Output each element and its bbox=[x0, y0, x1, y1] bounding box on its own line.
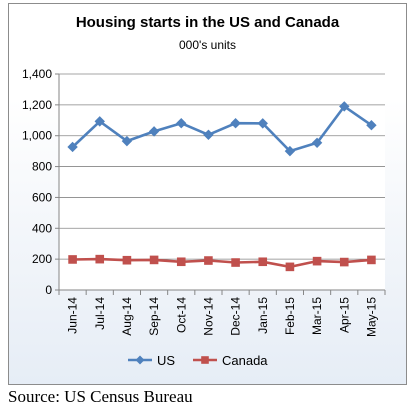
y-tick-label: 1,400 bbox=[22, 67, 52, 81]
x-tick-label: Dec-14 bbox=[229, 297, 243, 336]
legend-label-us: US bbox=[157, 353, 175, 368]
data-point-canada bbox=[340, 258, 348, 266]
y-tick-label: 600 bbox=[32, 190, 52, 204]
x-tick-label: Aug-14 bbox=[120, 297, 134, 336]
x-tick-label: Apr-15 bbox=[337, 297, 351, 333]
legend-marker-canada bbox=[201, 356, 209, 364]
y-tick-label: 0 bbox=[45, 283, 52, 297]
x-tick-label: Sep-14 bbox=[147, 297, 161, 336]
data-point-canada bbox=[69, 256, 77, 264]
x-tick-label: Feb-15 bbox=[283, 297, 297, 335]
legend-marker-us bbox=[136, 356, 145, 365]
data-point-canada bbox=[177, 258, 185, 266]
x-tick-label: Nov-14 bbox=[201, 297, 215, 336]
data-point-canada bbox=[313, 257, 321, 265]
x-tick-label: Jul-14 bbox=[93, 297, 107, 330]
x-tick-label: Mar-15 bbox=[310, 297, 324, 335]
x-tick-label: May-15 bbox=[364, 297, 378, 337]
y-tick-label: 800 bbox=[32, 160, 52, 174]
data-point-canada bbox=[150, 256, 158, 264]
legend-label-canada: Canada bbox=[222, 353, 268, 368]
y-tick-label: 200 bbox=[32, 252, 52, 266]
data-point-canada bbox=[368, 256, 376, 264]
y-tick-label: 1,200 bbox=[22, 98, 52, 112]
plot-area bbox=[59, 74, 385, 290]
data-point-canada bbox=[286, 263, 294, 271]
source-note: Source: US Census Bureau bbox=[8, 387, 193, 407]
data-point-canada bbox=[205, 257, 213, 265]
x-tick-label: Jun-14 bbox=[66, 297, 80, 334]
line-chart: 0 200 400 600 800 1,000 1,200 1,400 Jun-14 Jul-14… bbox=[0, 0, 415, 385]
data-point-canada bbox=[232, 259, 240, 267]
x-tick-label: Jan-15 bbox=[256, 297, 270, 334]
y-tick-label: 400 bbox=[32, 221, 52, 235]
x-tick-label: Oct-14 bbox=[174, 297, 188, 333]
data-point-canada bbox=[96, 255, 104, 263]
y-tick-label: 1,000 bbox=[22, 129, 52, 143]
data-point-canada bbox=[259, 258, 267, 266]
data-point-canada bbox=[123, 256, 131, 264]
